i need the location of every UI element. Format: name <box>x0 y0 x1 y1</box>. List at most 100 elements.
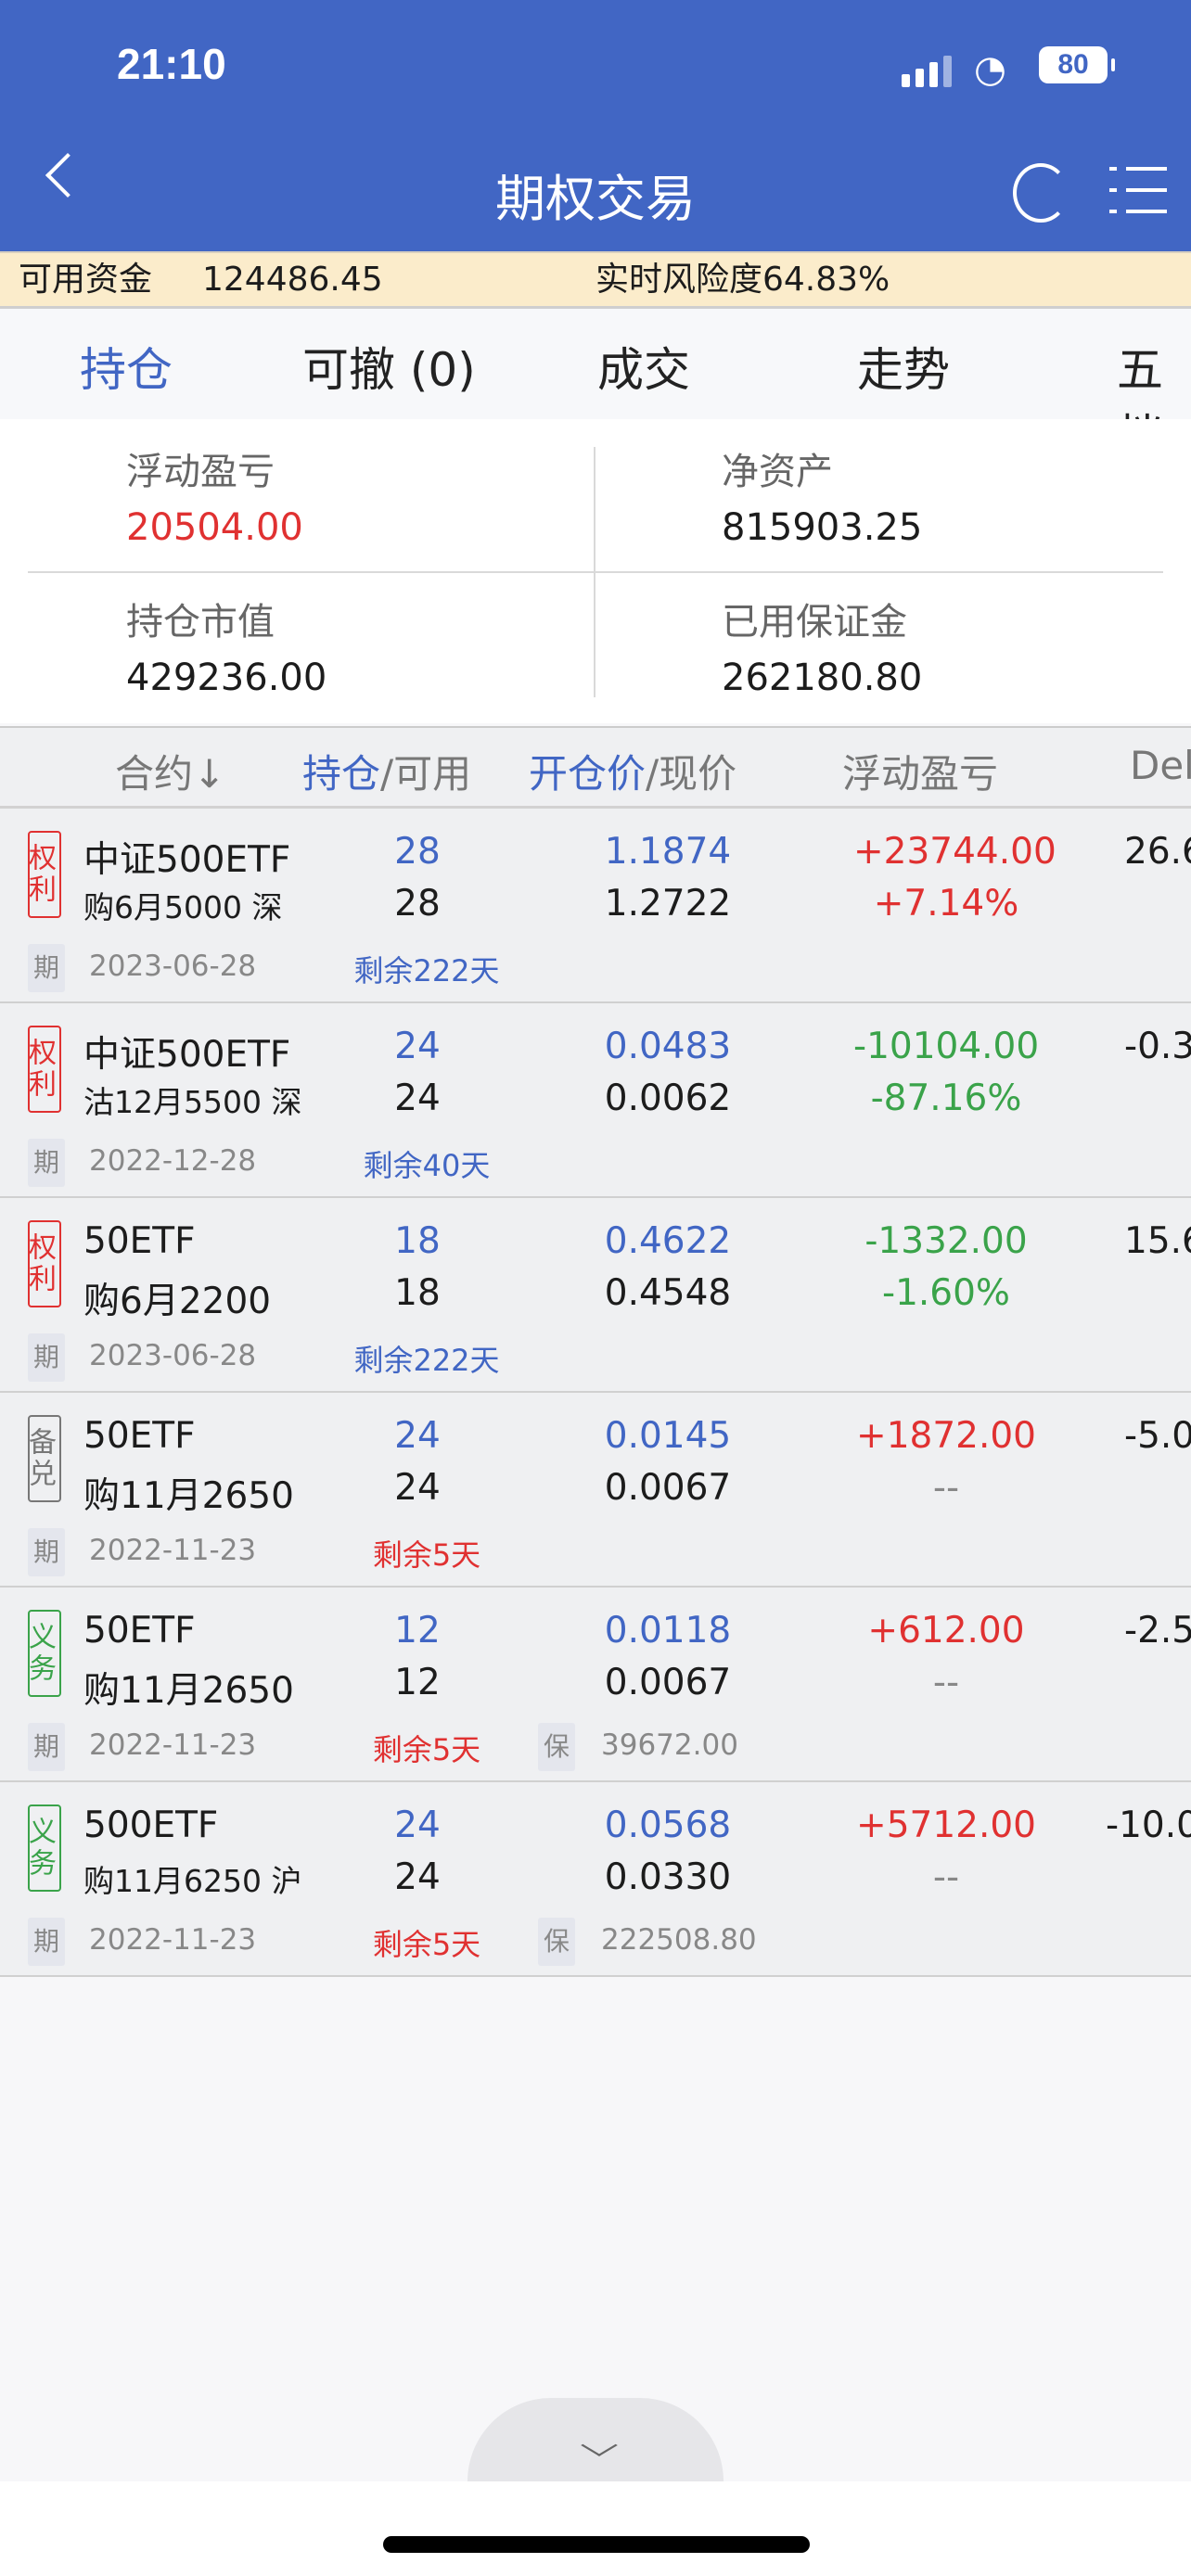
floating-pnl: 浮动盈亏 20504.00 <box>126 441 303 549</box>
delta-value: -2.5 <box>1124 1610 1191 1651</box>
contract-detail: 购11月2650 <box>83 1475 294 1517</box>
expiry-date: 2022-11-23 <box>89 1923 257 1957</box>
header-contract[interactable]: 合约↓ <box>115 751 226 797</box>
tab-cancelable[interactable]: 可撤 (0) <box>302 343 476 397</box>
margin-value: 222508.80 <box>601 1923 757 1957</box>
contract-name: 500ETF <box>83 1804 219 1846</box>
battery-icon: 80 <box>1039 46 1115 83</box>
contract-detail: 购11月2650 <box>83 1670 294 1712</box>
contract-detail: 沽12月5500 深 <box>83 1084 302 1120</box>
position-type-badge: 备兑 <box>23 1415 61 1502</box>
tab-bar: 持仓 可撤 (0) 成交 走势 五档 <box>0 309 1191 464</box>
margin-used: 已用保证金 262180.80 <box>722 592 922 699</box>
market-value-label: 持仓市值 <box>126 601 275 644</box>
market-value-value: 429236.00 <box>126 657 327 699</box>
floating-pnl-pct: -87.16% <box>870 1078 1022 1119</box>
expiry-tag: 期 <box>28 1528 65 1576</box>
available-funds-label: 可用资金 <box>19 261 153 299</box>
expiry-tag: 期 <box>28 944 65 992</box>
net-assets-value: 815903.25 <box>722 506 923 549</box>
divider <box>594 447 596 697</box>
floating-pnl-pct: -- <box>932 1467 960 1509</box>
funds-bar: 可用资金 124486.45 实时风险度64.83% <box>0 251 1191 309</box>
days-remaining: 剩余40天 <box>363 1148 491 1183</box>
refresh-icon[interactable] <box>1013 163 1069 223</box>
days-remaining: 剩余222天 <box>353 953 500 988</box>
position-row[interactable]: 备兑 50ETF 购11月2650 24 24 0.0145 0.0067 +1… <box>0 1393 1191 1588</box>
open-price: 0.0145 <box>604 1415 732 1457</box>
days-remaining: 剩余5天 <box>372 1927 481 1962</box>
open-price: 0.0568 <box>604 1804 732 1846</box>
open-price: 0.4622 <box>604 1220 732 1262</box>
menu-icon[interactable] <box>1109 167 1167 231</box>
position-row[interactable]: 义务 500ETF 购11月6250 沪 24 24 0.0568 0.0330… <box>0 1782 1191 1977</box>
margin-tag: 保 <box>538 1918 575 1966</box>
cellular-signal-icon <box>902 56 952 87</box>
margin-used-value: 262180.80 <box>722 657 923 699</box>
current-price: 1.2722 <box>604 883 732 925</box>
header-position[interactable]: 持仓/可用 <box>302 743 471 799</box>
delta-value: 26.6 <box>1124 831 1191 873</box>
available-qty: 24 <box>394 1467 441 1509</box>
expiry-date: 2023-06-28 <box>89 950 257 983</box>
available-funds-value: 124486.45 <box>202 261 383 299</box>
floating-pnl: +612.00 <box>867 1610 1025 1651</box>
divider <box>28 571 1163 573</box>
position-type-badge: 权利 <box>23 1026 61 1113</box>
expiry-tag: 期 <box>28 1139 65 1187</box>
position-row[interactable]: 权利 中证500ETF 购6月5000 深 28 28 1.1874 1.272… <box>0 809 1191 1003</box>
floating-pnl-pct: -1.60% <box>882 1272 1010 1314</box>
floating-pnl-pct: +7.14% <box>873 883 1019 925</box>
position-qty: 12 <box>394 1610 441 1651</box>
header-price[interactable]: 开仓价/现价 <box>529 743 736 799</box>
expiry-tag: 期 <box>28 1333 65 1382</box>
open-price: 0.0483 <box>604 1026 732 1067</box>
floating-pnl-pct: -- <box>932 1662 960 1703</box>
open-price: 0.0118 <box>604 1610 732 1651</box>
contract-name: 50ETF <box>83 1220 196 1262</box>
tab-positions[interactable]: 持仓 <box>80 333 173 431</box>
risk-degree: 实时风险度64.83% <box>596 261 890 299</box>
position-row[interactable]: 权利 50ETF 购6月2200 18 18 0.4622 0.4548 -13… <box>0 1198 1191 1393</box>
open-price: 1.1874 <box>604 831 732 873</box>
delta-value: -10.0 <box>1106 1804 1191 1846</box>
days-remaining: 剩余5天 <box>372 1537 481 1573</box>
collapse-handle[interactable] <box>467 2398 724 2481</box>
position-qty: 18 <box>394 1220 441 1262</box>
app-header: 21:10 ◔ 80 期权交易 <box>0 0 1191 251</box>
header-delta[interactable]: Delta <box>1130 743 1191 788</box>
days-remaining: 剩余5天 <box>372 1732 481 1767</box>
account-summary: 浮动盈亏 20504.00 净资产 815903.25 持仓市值 429236.… <box>0 419 1191 723</box>
tab-trend[interactable]: 走势 <box>857 343 950 397</box>
available-qty: 24 <box>394 1856 441 1898</box>
expiry-date: 2023-06-28 <box>89 1339 257 1372</box>
delta-value: -5.0 <box>1124 1415 1191 1457</box>
margin-value: 39672.00 <box>601 1728 738 1762</box>
available-qty: 28 <box>394 883 441 925</box>
status-time: 21:10 <box>117 40 226 88</box>
current-price: 0.0067 <box>604 1467 732 1509</box>
header-current-price-label: /现价 <box>646 751 737 797</box>
position-type-badge: 义务 <box>23 1804 61 1892</box>
contract-detail: 购6月5000 深 <box>83 889 283 925</box>
available-qty: 18 <box>394 1272 441 1314</box>
margin-used-label: 已用保证金 <box>722 601 907 644</box>
contract-detail: 购11月6250 沪 <box>83 1863 302 1899</box>
expiry-date: 2022-11-23 <box>89 1534 257 1567</box>
floating-pnl: -10104.00 <box>853 1026 1040 1067</box>
position-qty: 24 <box>394 1415 441 1457</box>
contract-name: 中证500ETF <box>83 1034 291 1076</box>
tab-trades[interactable]: 成交 <box>597 343 690 397</box>
floating-pnl: -1332.00 <box>864 1220 1028 1262</box>
position-row[interactable]: 权利 中证500ETF 沽12月5500 深 24 24 0.0483 0.00… <box>0 1003 1191 1198</box>
position-row[interactable]: 义务 50ETF 购11月2650 12 12 0.0118 0.0067 +6… <box>0 1588 1191 1782</box>
header-pnl[interactable]: 浮动盈亏 <box>842 751 999 797</box>
delta-value: 15.6 <box>1124 1220 1191 1262</box>
available-qty: 12 <box>394 1662 441 1703</box>
expiry-tag: 期 <box>28 1723 65 1771</box>
floating-pnl: +5712.00 <box>856 1804 1036 1846</box>
floating-pnl-value: 20504.00 <box>126 506 303 549</box>
delta-value: -0.3 <box>1124 1026 1191 1067</box>
expiry-date: 2022-11-23 <box>89 1728 257 1762</box>
floating-pnl: +1872.00 <box>856 1415 1036 1457</box>
